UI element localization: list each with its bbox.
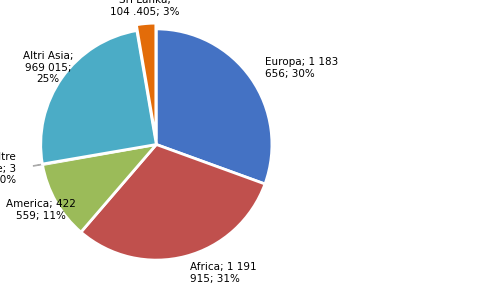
Wedge shape [33, 146, 147, 166]
Wedge shape [42, 144, 156, 232]
Text: America; 422
559; 11%: America; 422 559; 11% [6, 199, 75, 221]
Wedge shape [136, 23, 156, 139]
Wedge shape [81, 144, 264, 260]
Text: Altri Asia;
969 015;
25%: Altri Asia; 969 015; 25% [23, 51, 73, 84]
Text: Sri Lanka;
104 .405; 3%: Sri Lanka; 104 .405; 3% [109, 0, 179, 17]
Wedge shape [41, 31, 156, 164]
Text: Europa; 1 183
656; 30%: Europa; 1 183 656; 30% [264, 58, 338, 79]
Wedge shape [156, 29, 271, 184]
Text: Africa; 1 191
915; 31%: Africa; 1 191 915; 31% [190, 262, 256, 284]
Text: Altre
Provenienze; 3
176; 0%: Altre Provenienze; 3 176; 0% [0, 152, 16, 186]
